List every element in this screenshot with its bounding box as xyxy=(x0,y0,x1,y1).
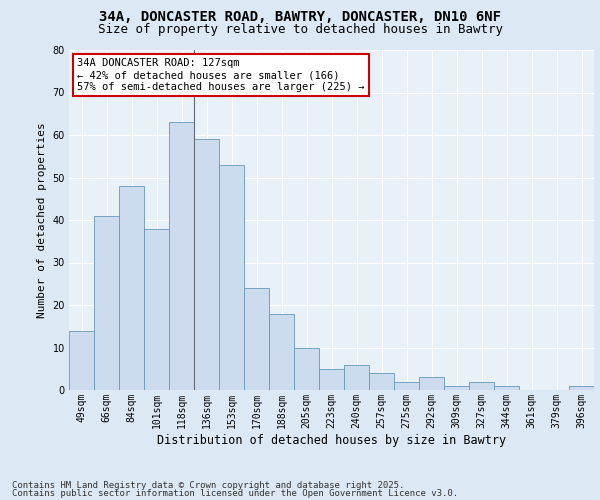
Bar xyxy=(344,364,369,390)
Bar xyxy=(194,139,219,390)
Bar xyxy=(219,165,244,390)
Bar xyxy=(369,373,394,390)
Bar xyxy=(244,288,269,390)
Bar xyxy=(569,386,594,390)
Bar xyxy=(494,386,519,390)
Bar xyxy=(69,330,94,390)
Y-axis label: Number of detached properties: Number of detached properties xyxy=(37,122,47,318)
Bar xyxy=(169,122,194,390)
Bar xyxy=(469,382,494,390)
Bar xyxy=(294,348,319,390)
Bar xyxy=(269,314,294,390)
X-axis label: Distribution of detached houses by size in Bawtry: Distribution of detached houses by size … xyxy=(157,434,506,446)
Bar xyxy=(444,386,469,390)
Text: Contains public sector information licensed under the Open Government Licence v3: Contains public sector information licen… xyxy=(12,489,458,498)
Text: 34A DONCASTER ROAD: 127sqm
← 42% of detached houses are smaller (166)
57% of sem: 34A DONCASTER ROAD: 127sqm ← 42% of deta… xyxy=(77,58,364,92)
Text: Size of property relative to detached houses in Bawtry: Size of property relative to detached ho… xyxy=(97,22,503,36)
Bar xyxy=(419,377,444,390)
Text: 34A, DONCASTER ROAD, BAWTRY, DONCASTER, DN10 6NF: 34A, DONCASTER ROAD, BAWTRY, DONCASTER, … xyxy=(99,10,501,24)
Bar xyxy=(144,228,169,390)
Text: Contains HM Land Registry data © Crown copyright and database right 2025.: Contains HM Land Registry data © Crown c… xyxy=(12,481,404,490)
Bar xyxy=(394,382,419,390)
Bar xyxy=(94,216,119,390)
Bar xyxy=(319,369,344,390)
Bar xyxy=(119,186,144,390)
